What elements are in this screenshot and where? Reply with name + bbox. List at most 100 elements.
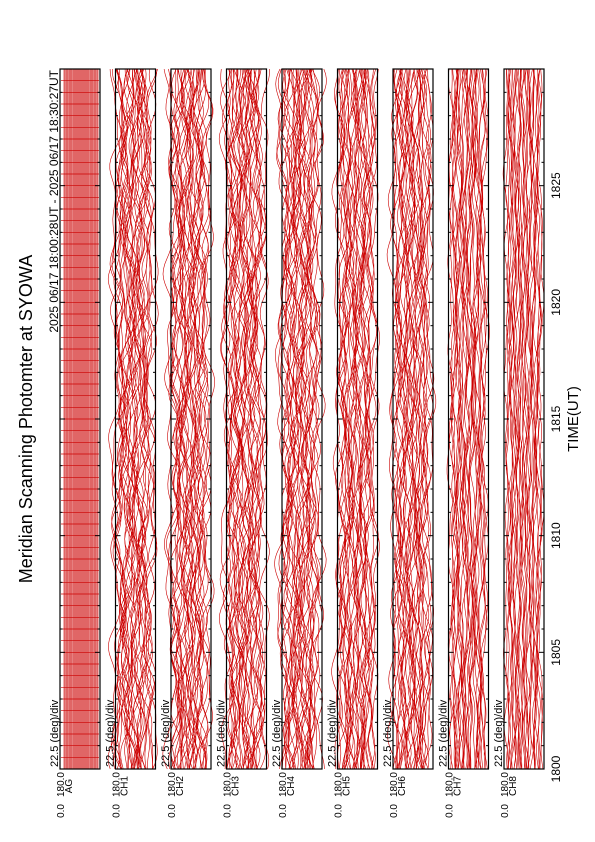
scale-label: 22.5 (deg)/div [382,699,394,767]
trace-line [190,68,206,770]
trace-line [277,68,296,770]
trace-line [340,68,355,770]
channel-label: CH2 [175,776,186,796]
trace-line [226,68,246,770]
y-top-label: 180.0 [223,772,234,797]
trace-line [180,68,197,770]
trace-line [133,68,149,770]
trace-line [461,68,472,770]
y-bottom-label: 0.0 [167,804,178,818]
y-top-label: 180.0 [56,772,67,797]
trace-line [473,68,484,770]
trace-line [453,68,463,770]
scale-label: 22.5 (deg)/div [160,699,172,767]
trace-line [472,68,482,770]
trace-line [112,68,132,770]
trace-line [524,68,531,770]
trace-line [181,68,201,770]
channel-label: CH1 [120,776,131,796]
y-bottom-label: 0.0 [389,804,400,818]
trace-line [299,68,315,770]
channel-label: CH5 [342,776,353,796]
x-tick-labels: 1800 1805 1810 1815 1820 1825 [549,172,563,782]
y-bottom-label: 0.0 [278,804,289,818]
scale-label: 22.5 (deg)/div [327,699,339,767]
scale-label: 22.5 (deg)/div [271,699,283,767]
trace-line [471,68,481,770]
trace-line [169,68,186,770]
trace-line [352,68,367,770]
trace-line [413,68,430,770]
trace-line [234,68,254,770]
trace-line [223,68,243,770]
y-top-label: 180.0 [167,772,178,797]
scale-label: 22.5 (deg)/div [216,699,228,767]
trace-line [455,68,466,770]
trace-line [169,68,189,770]
trace-line [241,68,261,770]
trace-line [296,68,311,770]
chart-title: Meridian Scanning Photomter at SYOWA [16,255,36,583]
trace-line [245,68,264,770]
trace-line [460,68,470,770]
trace-line [475,68,486,770]
trace-line [507,69,516,770]
trace-line [232,68,251,770]
trace-line [459,68,470,770]
scale-label: 22.5 (deg)/div [493,699,505,767]
trace-line [132,68,152,770]
x-tick-label: 1825 [549,172,563,199]
x-tick-label: 1810 [549,522,563,549]
trace-line [108,68,126,770]
channel-label: CH8 [508,776,519,796]
trace-line [300,68,320,770]
trace-line [402,68,417,770]
y-bottom-label: 0.0 [56,804,67,818]
trace-line [236,68,256,770]
trace-line [506,68,514,769]
trace-line [230,68,247,770]
time-range-label: 2025 06/17 18:00:28UT - 2025 06/17 18:30… [47,69,61,332]
trace-line [289,68,307,770]
trace-line [514,68,522,770]
channel-label: CH6 [397,776,408,796]
trace-line [345,68,360,770]
y-top-label: 180.0 [389,772,400,797]
trace-line [510,69,518,770]
trace-line [347,68,363,770]
channel-label: CH7 [453,776,464,796]
trace-line [518,69,526,770]
trace-line [111,68,131,769]
y-top-label: 180.0 [112,772,123,797]
trace-line [178,68,196,770]
x-axis-label: TIME(UT) [565,386,582,452]
trace-line [474,68,485,770]
trace-line [245,68,261,770]
channel-label: CH4 [286,776,297,796]
x-tick-label: 1805 [549,639,563,666]
trace-line [231,68,251,770]
y-top-label: 180.0 [445,772,456,797]
trace-line [120,68,138,770]
trace-line [512,68,520,770]
trace-line [192,68,208,770]
y-bottom-label: 0.0 [334,804,345,818]
trace-line [465,68,474,770]
y-top-label: 180.0 [500,772,511,797]
trace-line [240,68,259,770]
trace-line [282,68,300,770]
y-top-label: 180.0 [278,772,289,797]
trace-line [345,68,362,770]
trace-line [468,68,477,769]
trace-line [393,68,408,770]
trace-line [185,68,203,770]
y-bottom-label: 0.0 [445,804,456,818]
y-bottom-label: 0.0 [500,804,511,818]
trace-line [363,68,377,770]
